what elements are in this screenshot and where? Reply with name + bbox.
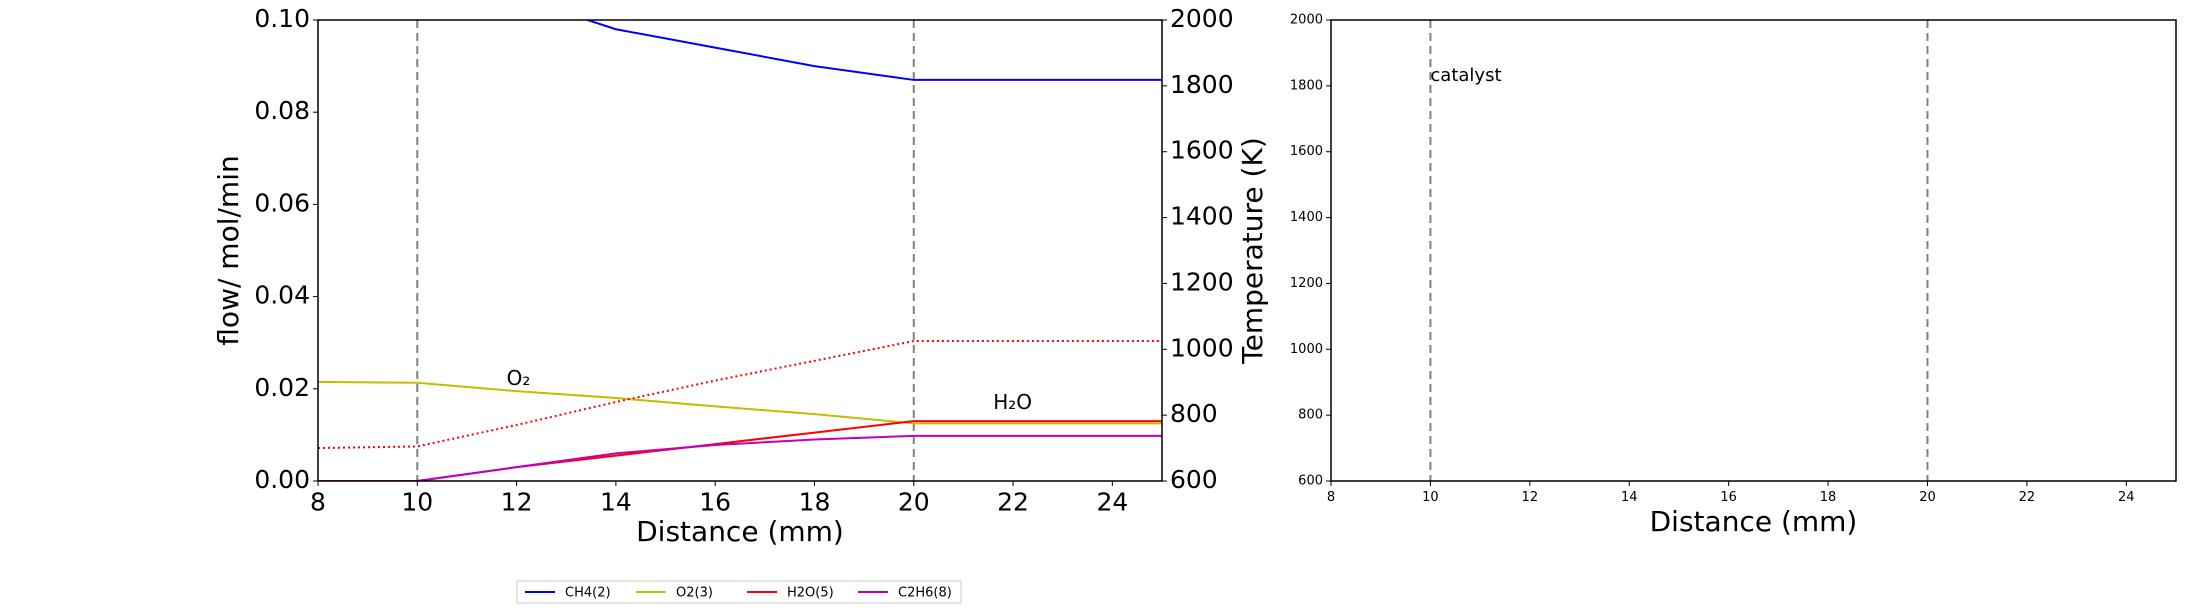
y-tick-label: 1000 xyxy=(1290,342,1323,357)
series-line xyxy=(318,420,1162,481)
x-tick-label: 24 xyxy=(1096,488,1128,517)
x-tick-label: 18 xyxy=(799,488,831,517)
x-tick-label: 22 xyxy=(997,488,1029,517)
y-tick-label: 0.06 xyxy=(254,188,310,217)
series-line xyxy=(584,20,1162,81)
y2-tick-label: 800 xyxy=(1170,399,1218,428)
legend-label: O2(3) xyxy=(676,586,713,601)
x-tick-label: 22 xyxy=(2019,490,2036,505)
x-tick-label: 8 xyxy=(1327,490,1335,505)
y-tick-label: 2000 xyxy=(1290,13,1323,28)
series-line xyxy=(318,380,1162,425)
x-tick-label: 20 xyxy=(1919,490,1936,505)
y-tick-label: 800 xyxy=(1298,408,1323,423)
y2-tick-label: 600 xyxy=(1170,465,1218,494)
x-tick-label: 12 xyxy=(501,488,533,517)
y-tick-label: 0.00 xyxy=(254,465,310,494)
series-line xyxy=(318,434,1162,481)
legend-label: H2O(5) xyxy=(787,586,834,601)
x-tick-label: 24 xyxy=(2118,490,2135,505)
x-tick-label: 12 xyxy=(1522,490,1539,505)
y2-tick-label: 1200 xyxy=(1170,267,1234,296)
x-tick-label: 16 xyxy=(1720,490,1737,505)
y-tick-label: 0.02 xyxy=(254,373,310,402)
y2-axis-label: Temperature (K) xyxy=(1236,137,1269,364)
x-tick-label: 20 xyxy=(898,488,930,517)
y-axis-label: flow/ mol/min xyxy=(212,155,245,345)
y-tick-label: 0.10 xyxy=(254,4,310,33)
axes-frame xyxy=(1330,19,2177,482)
y-tick-label: 0.04 xyxy=(254,281,310,310)
annotation: H₂O xyxy=(993,390,1032,414)
x-tick-label: 16 xyxy=(699,488,731,517)
x-tick-label: 14 xyxy=(1621,490,1638,505)
y-tick-label: 1400 xyxy=(1290,210,1323,225)
annotation: catalyst xyxy=(1430,65,1501,86)
y-tick-label: 1800 xyxy=(1290,78,1323,93)
y-tick-label: 600 xyxy=(1298,474,1323,489)
y2-tick-label: 1800 xyxy=(1170,70,1234,99)
legend-box xyxy=(516,580,962,604)
x-tick-label: 10 xyxy=(401,488,433,517)
x-axis-label: Distance (mm) xyxy=(636,515,844,548)
y-tick-label: 1600 xyxy=(1290,144,1323,159)
y2-tick-label: 1600 xyxy=(1170,136,1234,165)
y2-tick-label: 1000 xyxy=(1170,333,1234,362)
x-tick-label: 10 xyxy=(1422,490,1439,505)
x-axis-label: Distance (mm) xyxy=(1650,505,1858,538)
x-tick-label: 8 xyxy=(310,488,326,517)
series-line xyxy=(318,340,1162,450)
x-tick-label: 14 xyxy=(600,488,632,517)
x-tick-label: 18 xyxy=(1820,490,1837,505)
legend-label: CH4(2) xyxy=(565,586,611,601)
y-tick-label: 0.08 xyxy=(254,96,310,125)
y2-tick-label: 1400 xyxy=(1170,202,1234,231)
annotation: O₂ xyxy=(507,366,531,390)
y2-tick-label: 2000 xyxy=(1170,4,1234,33)
legend-label: C2H6(8) xyxy=(898,586,952,601)
y-tick-label: 1200 xyxy=(1290,276,1323,291)
axes-frame xyxy=(317,19,1163,482)
